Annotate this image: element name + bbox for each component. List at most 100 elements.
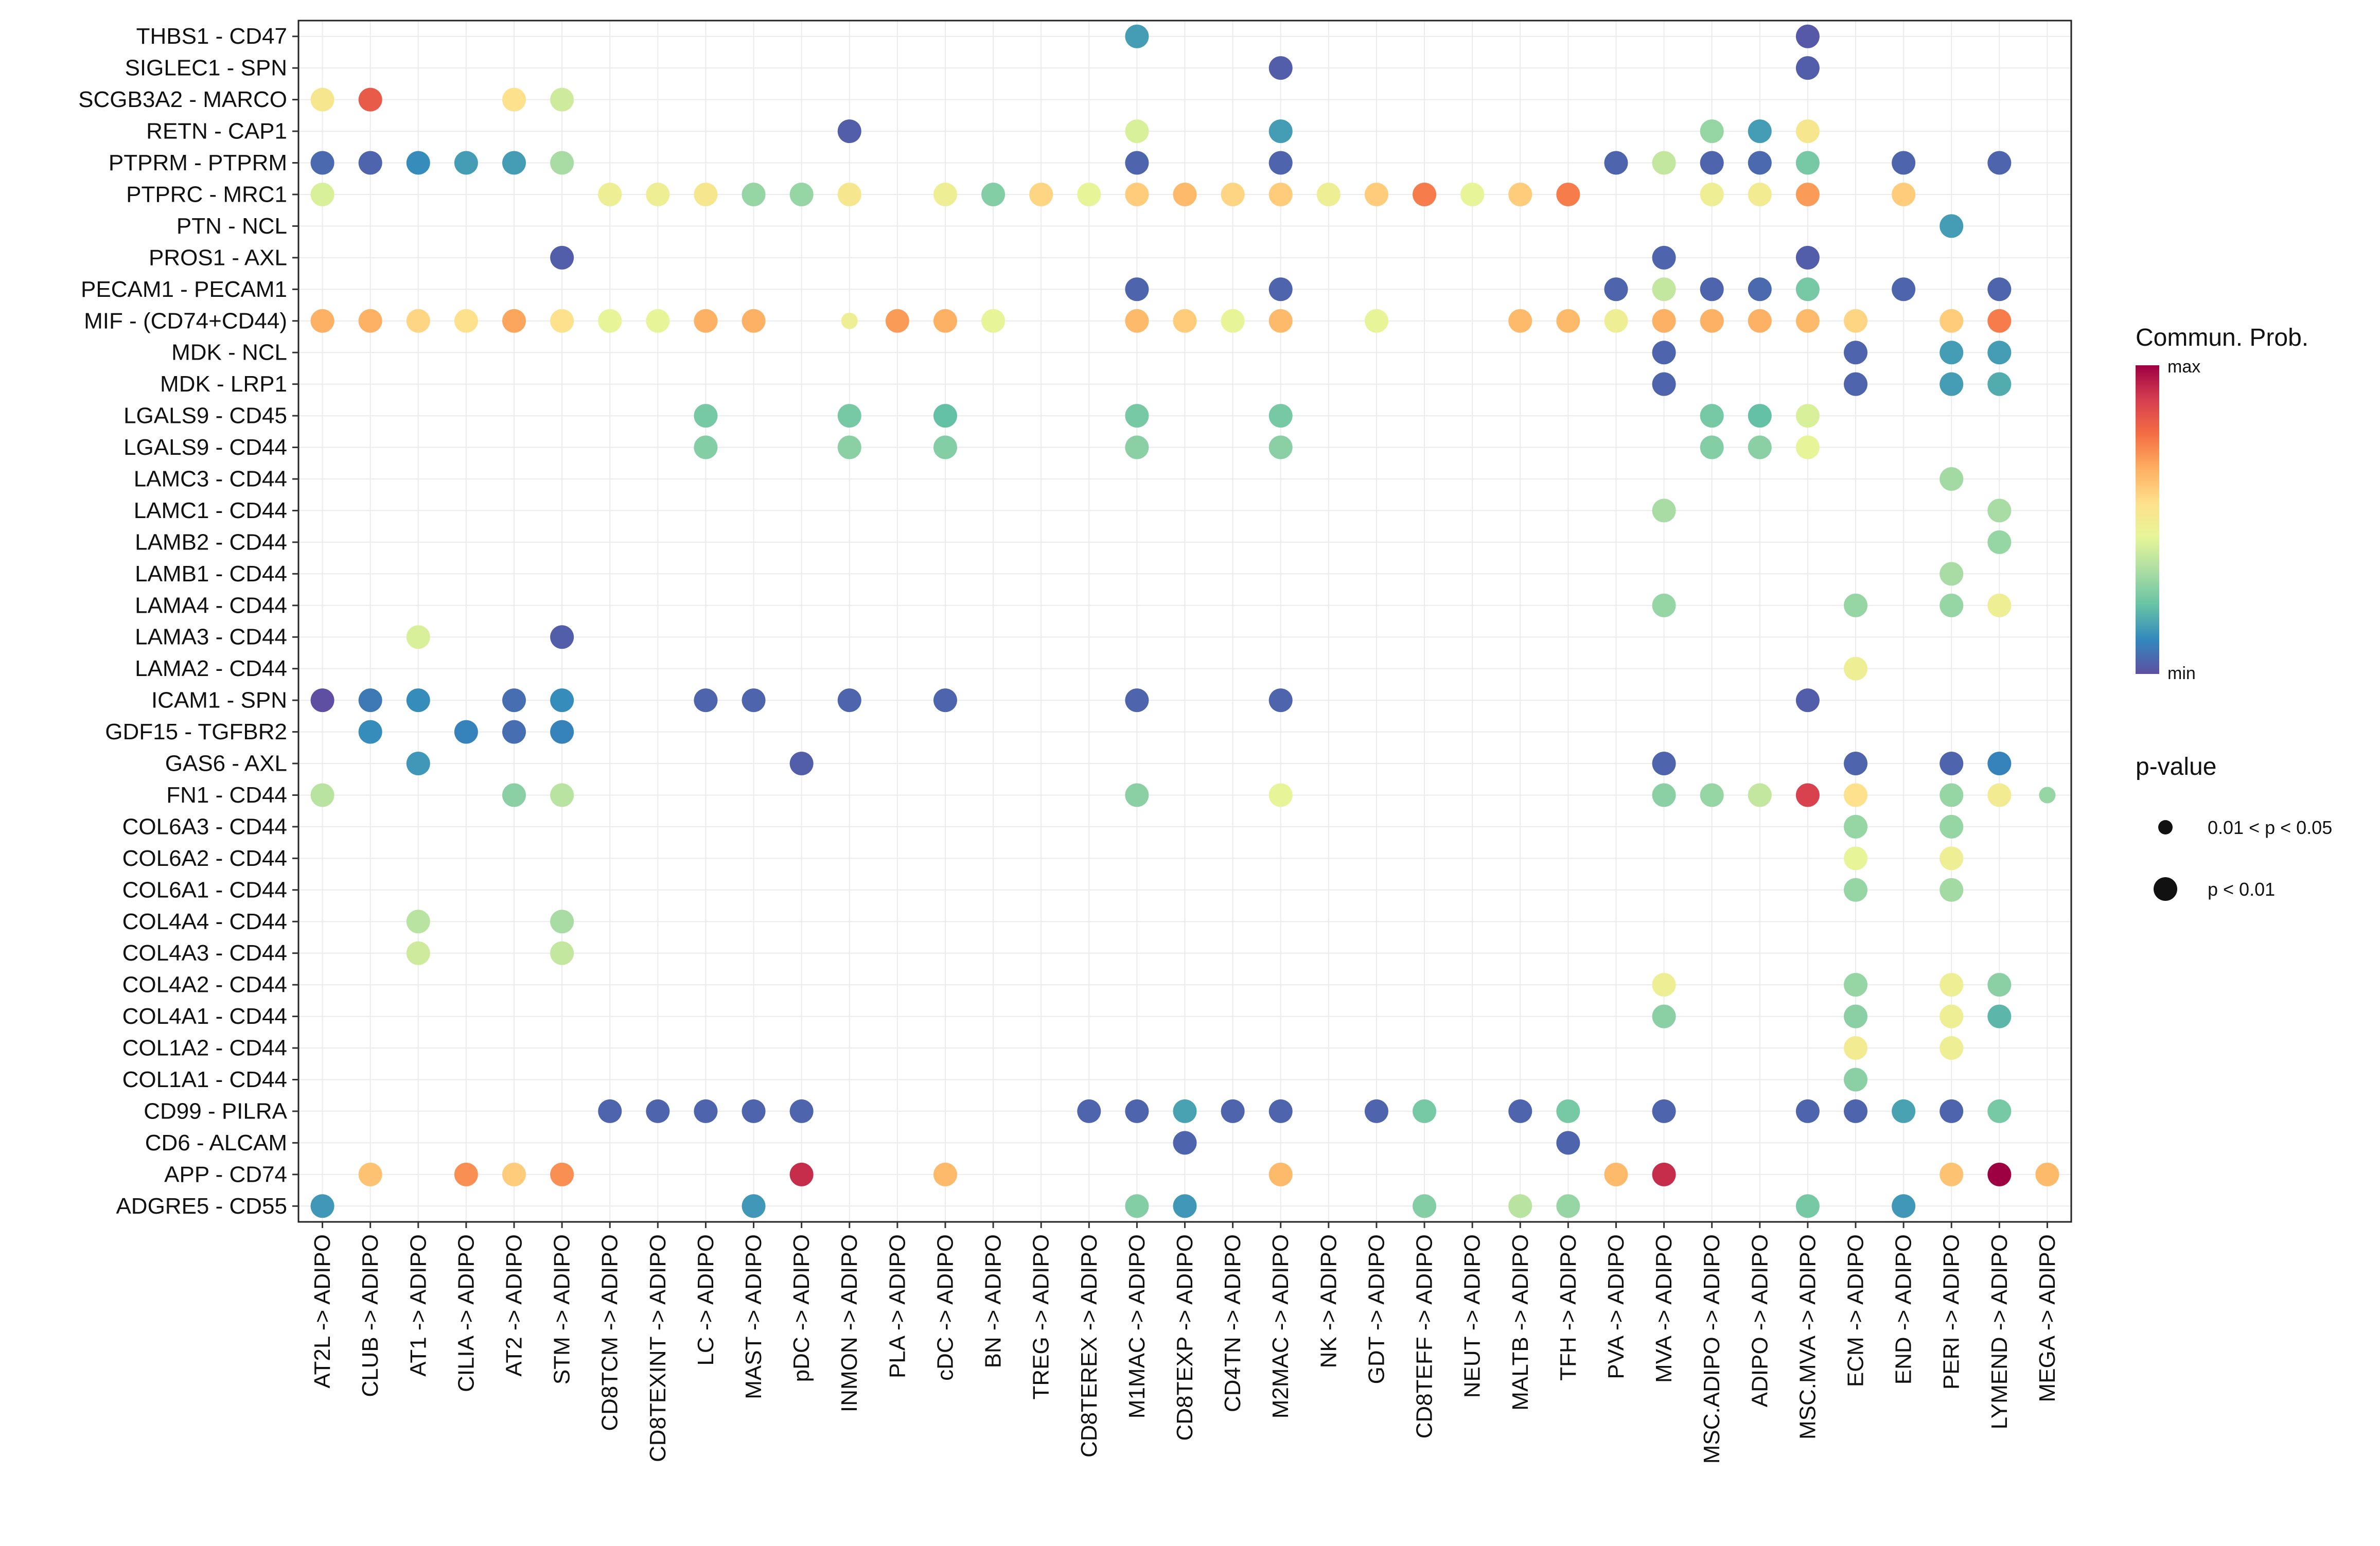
data-point bbox=[550, 309, 574, 333]
data-point bbox=[310, 688, 334, 713]
data-point bbox=[789, 1162, 814, 1186]
data-point bbox=[1556, 1131, 1580, 1155]
data-point bbox=[1652, 752, 1676, 776]
x-tick-label: AT2L -> ADIPO bbox=[310, 1234, 335, 1389]
data-point bbox=[406, 309, 430, 333]
data-point bbox=[1940, 1004, 1964, 1028]
data-point bbox=[694, 435, 718, 459]
data-point bbox=[550, 625, 574, 649]
data-point bbox=[454, 309, 478, 333]
y-tick-label: APP - CD74 bbox=[164, 1162, 287, 1187]
data-point bbox=[1652, 1099, 1676, 1123]
data-point bbox=[358, 151, 382, 175]
data-point bbox=[1125, 182, 1149, 206]
data-point bbox=[1987, 530, 2012, 554]
data-point bbox=[598, 1099, 622, 1123]
data-point bbox=[789, 1099, 814, 1123]
data-point bbox=[1652, 783, 1676, 807]
y-tick-label: MDK - LRP1 bbox=[160, 371, 287, 397]
data-point bbox=[981, 182, 1006, 206]
y-tick-label: GDF15 - TGFBR2 bbox=[105, 719, 287, 744]
y-tick-label: LAMC3 - CD44 bbox=[134, 466, 287, 491]
x-tick-label: MSC.MVA -> ADIPO bbox=[1795, 1234, 1820, 1440]
data-point bbox=[1795, 119, 1820, 144]
data-point bbox=[933, 182, 957, 206]
data-point bbox=[1844, 814, 1868, 839]
x-tick-label: CILIA -> ADIPO bbox=[453, 1234, 479, 1392]
data-point bbox=[406, 752, 430, 776]
data-point bbox=[1987, 752, 2012, 776]
data-point bbox=[454, 720, 478, 744]
y-tick-label: LAMA2 - CD44 bbox=[135, 656, 287, 681]
data-point bbox=[646, 182, 670, 206]
data-point bbox=[933, 688, 957, 713]
data-point bbox=[1748, 783, 1772, 807]
data-point bbox=[1700, 277, 1724, 301]
data-point bbox=[1795, 404, 1820, 428]
data-point bbox=[837, 688, 861, 713]
data-point bbox=[1700, 119, 1724, 144]
data-point bbox=[885, 309, 909, 333]
size-legend-small-dot bbox=[2158, 820, 2173, 834]
data-point bbox=[1940, 814, 1964, 839]
data-point bbox=[1940, 973, 1964, 997]
y-tick-label: PTPRM - PTPRM bbox=[109, 150, 287, 175]
data-point bbox=[1125, 1099, 1149, 1123]
x-tick-label: MSC.ADIPO -> ADIPO bbox=[1699, 1234, 1724, 1464]
data-point bbox=[789, 752, 814, 776]
data-point bbox=[837, 435, 861, 459]
y-tick-label: MDK - NCL bbox=[171, 340, 287, 365]
data-points bbox=[310, 24, 2059, 1218]
data-point bbox=[1508, 1099, 1532, 1123]
size-legend-large-label: p < 0.01 bbox=[2208, 879, 2275, 900]
data-point bbox=[1125, 404, 1149, 428]
data-point bbox=[1940, 752, 1964, 776]
colorbar bbox=[2136, 365, 2159, 674]
data-point bbox=[550, 783, 574, 807]
data-point bbox=[933, 1162, 957, 1186]
data-point bbox=[1268, 182, 1293, 206]
x-tick-label: LYMEND -> ADIPO bbox=[1987, 1234, 2012, 1429]
data-point bbox=[1940, 593, 1964, 617]
data-point bbox=[742, 309, 766, 333]
x-tick-label: CLUB -> ADIPO bbox=[358, 1234, 383, 1397]
data-point bbox=[646, 1099, 670, 1123]
data-point bbox=[1940, 341, 1964, 365]
data-point bbox=[1844, 1004, 1868, 1028]
data-point bbox=[1940, 1099, 1964, 1123]
data-point bbox=[1700, 151, 1724, 175]
data-point bbox=[1652, 309, 1676, 333]
x-tick-label: TREG -> ADIPO bbox=[1029, 1234, 1054, 1400]
data-point bbox=[1413, 1194, 1437, 1218]
x-tick-label: INMON -> ADIPO bbox=[837, 1234, 862, 1412]
data-point bbox=[1029, 182, 1053, 206]
x-tick-label: CD8TEXP -> ADIPO bbox=[1172, 1234, 1197, 1441]
x-tick-label: STM -> ADIPO bbox=[550, 1234, 575, 1384]
data-point bbox=[1844, 656, 1868, 681]
data-point bbox=[1652, 245, 1676, 270]
data-point bbox=[1987, 973, 2012, 997]
data-point bbox=[1892, 1194, 1916, 1218]
x-tick-label: cDC -> ADIPO bbox=[932, 1234, 958, 1381]
data-point bbox=[694, 688, 718, 713]
data-point bbox=[1795, 24, 1820, 48]
data-point bbox=[550, 720, 574, 744]
data-point bbox=[1652, 973, 1676, 997]
data-point bbox=[1268, 435, 1293, 459]
y-tick-label: LAMB2 - CD44 bbox=[135, 529, 287, 555]
data-point bbox=[406, 625, 430, 649]
y-tick-label: RETN - CAP1 bbox=[146, 119, 287, 144]
x-tick-label: MVA -> ADIPO bbox=[1651, 1234, 1677, 1383]
data-point bbox=[1892, 277, 1916, 301]
data-point bbox=[358, 1162, 382, 1186]
data-point bbox=[550, 941, 574, 965]
x-tick-label: NK -> ADIPO bbox=[1316, 1234, 1341, 1368]
data-point bbox=[502, 720, 526, 744]
data-point bbox=[1987, 1099, 2012, 1123]
data-point bbox=[358, 87, 382, 112]
data-point bbox=[1940, 1162, 1964, 1186]
data-point bbox=[1652, 593, 1676, 617]
x-tick-label: LC -> ADIPO bbox=[693, 1234, 718, 1366]
x-tick-label: ECM -> ADIPO bbox=[1843, 1234, 1868, 1387]
